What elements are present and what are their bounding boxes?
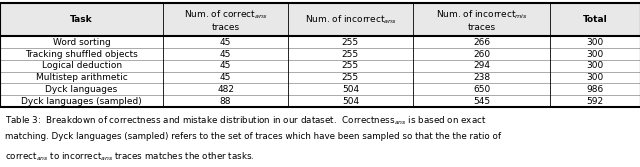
Text: 45: 45 <box>220 50 231 59</box>
Text: 300: 300 <box>587 38 604 47</box>
Bar <box>0 48 640 60</box>
Text: Num. of incorrect$_{mis}$
traces: Num. of incorrect$_{mis}$ traces <box>436 8 527 32</box>
Text: 45: 45 <box>220 73 231 82</box>
Text: 482: 482 <box>217 85 234 94</box>
Text: Logical deduction: Logical deduction <box>42 61 122 70</box>
Text: Total: Total <box>583 15 607 24</box>
Text: Multistep arithmetic: Multistep arithmetic <box>36 73 127 82</box>
Text: 986: 986 <box>587 85 604 94</box>
Text: 300: 300 <box>587 50 604 59</box>
Bar <box>0 83 640 95</box>
Text: 255: 255 <box>342 38 359 47</box>
Text: matching. Dyck languages (sampled) refers to the set of traces which have been s: matching. Dyck languages (sampled) refer… <box>5 132 501 141</box>
Bar <box>0 3 640 36</box>
Text: 255: 255 <box>342 73 359 82</box>
Text: correct$_{ans}$ to incorrect$_{ans}$ traces matches the other tasks.: correct$_{ans}$ to incorrect$_{ans}$ tra… <box>5 150 255 163</box>
Text: Num. of correct$_{ans}$
traces: Num. of correct$_{ans}$ traces <box>184 8 268 32</box>
Text: Table 3:  Breakdown of correctness and mistake distribution in our dataset.  Cor: Table 3: Breakdown of correctness and mi… <box>5 114 486 127</box>
Text: Num. of incorrect$_{ans}$: Num. of incorrect$_{ans}$ <box>305 14 396 26</box>
Text: 45: 45 <box>220 38 231 47</box>
Text: 504: 504 <box>342 85 359 94</box>
Bar <box>0 72 640 83</box>
Text: 300: 300 <box>587 61 604 70</box>
Text: 260: 260 <box>473 50 490 59</box>
Bar <box>0 60 640 72</box>
Text: 504: 504 <box>342 97 359 106</box>
Text: 266: 266 <box>473 38 490 47</box>
Text: Task: Task <box>70 15 93 24</box>
Text: Tracking shuffled objects: Tracking shuffled objects <box>25 50 138 59</box>
Text: 45: 45 <box>220 61 231 70</box>
Text: 300: 300 <box>587 73 604 82</box>
Bar <box>0 36 640 48</box>
Text: 592: 592 <box>587 97 604 106</box>
Text: 650: 650 <box>473 85 490 94</box>
Text: Dyck languages: Dyck languages <box>45 85 118 94</box>
Text: 238: 238 <box>473 73 490 82</box>
Text: 255: 255 <box>342 61 359 70</box>
Text: Dyck languages (sampled): Dyck languages (sampled) <box>21 97 142 106</box>
Text: Word sorting: Word sorting <box>52 38 111 47</box>
Bar <box>0 95 640 107</box>
Text: 545: 545 <box>473 97 490 106</box>
Text: 255: 255 <box>342 50 359 59</box>
Text: 88: 88 <box>220 97 231 106</box>
Text: 294: 294 <box>473 61 490 70</box>
